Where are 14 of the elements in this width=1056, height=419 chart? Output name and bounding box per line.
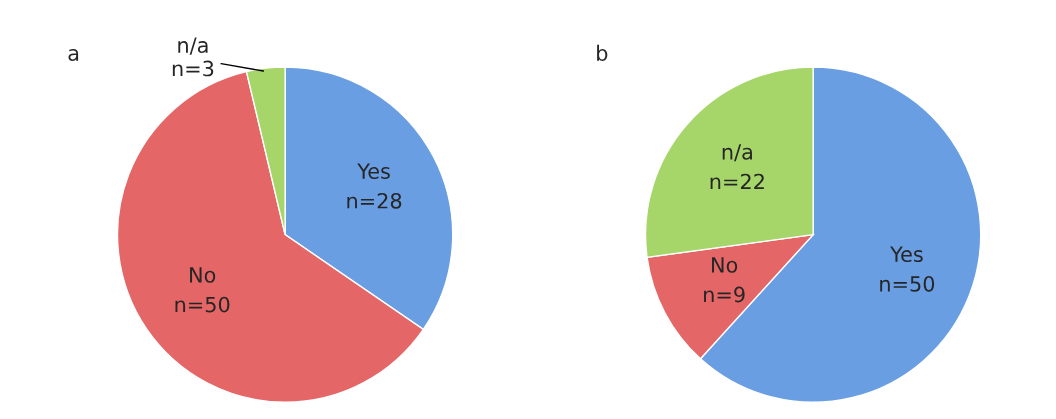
chart-title: b xyxy=(597,44,608,61)
data-label: n=3 xyxy=(172,60,214,77)
slice-label: No xyxy=(190,267,216,283)
chart-title: a xyxy=(68,49,79,61)
slice-label: n/a xyxy=(178,37,208,55)
slice-label: n/a xyxy=(722,144,752,162)
slice-label: Yes xyxy=(357,163,390,179)
slice-label: No xyxy=(712,257,738,273)
data-label: n=9 xyxy=(704,286,745,303)
data-label: n=50 xyxy=(175,296,230,313)
data-label: n=50 xyxy=(880,275,935,292)
data-label: n=22 xyxy=(710,173,764,190)
slice-label: Yes xyxy=(890,246,923,263)
data-label: n=28 xyxy=(347,192,402,209)
